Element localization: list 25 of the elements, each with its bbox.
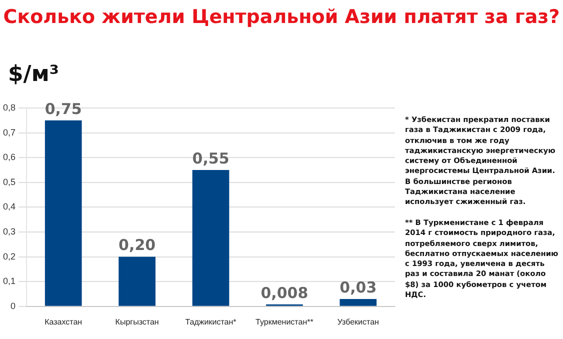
chart-title: Сколько жители Центральной Азии платят за газ? (2, 6, 561, 28)
y-tick-label: 0,4 (2, 202, 16, 212)
bar (192, 170, 230, 306)
x-tick-label: Казахстан (44, 317, 82, 326)
bar (118, 256, 156, 306)
y-tick-label: 0 (10, 300, 16, 311)
y-tick-label: 0,6 (2, 152, 16, 162)
y-tick-label: 0,8 (2, 102, 16, 112)
data-label: 0,008 (260, 284, 308, 302)
y-tick-label: 0,3 (2, 226, 16, 236)
y-tick-label: 0,7 (2, 127, 16, 138)
bar (340, 298, 377, 306)
data-label: 0,75 (44, 100, 82, 118)
y-axis-title: $/м³ (8, 62, 59, 87)
x-tick-label: Узбекистан (337, 317, 379, 326)
x-tick-label: Таджикистан* (185, 317, 236, 326)
data-label: 0,03 (340, 278, 377, 296)
x-tick-label: Туркменистан** (256, 317, 314, 326)
y-tick-label: 0,5 (2, 176, 16, 187)
y-tick-label: 0,2 (2, 251, 16, 262)
y-tick-label: 0,1 (2, 276, 16, 286)
data-label: 0,55 (192, 149, 230, 168)
data-label: 0,20 (118, 236, 156, 254)
bar (44, 120, 82, 306)
x-tick-label: Кыргызстан (115, 317, 159, 326)
